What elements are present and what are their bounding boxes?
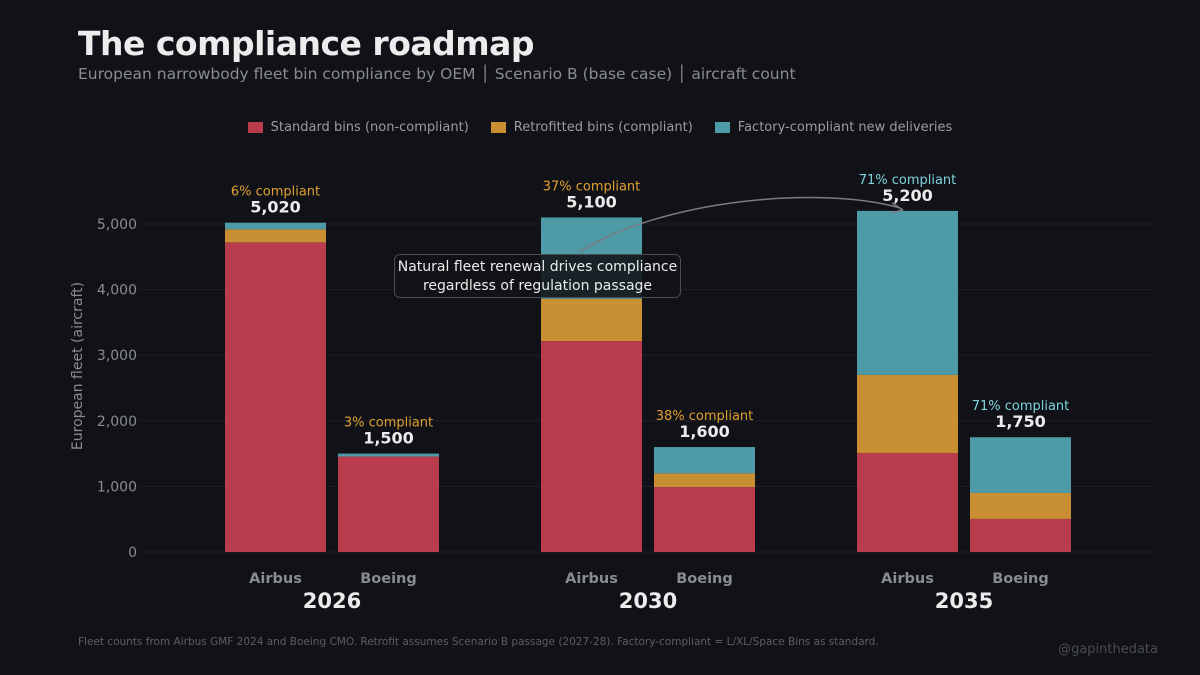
bar-total-label: 5,100 — [566, 192, 617, 211]
legend-swatch — [490, 122, 506, 133]
y-tick-label: 4,000 — [97, 283, 137, 299]
oem-label: Airbus — [881, 571, 934, 587]
bar-segment-retrofit — [654, 473, 755, 488]
annotation-box: Natural fleet renewal drives compliance … — [394, 254, 681, 298]
bar-segment-standard — [541, 341, 642, 552]
bar-segment-standard — [970, 518, 1071, 552]
bar-segment-factory — [225, 222, 326, 230]
oem-label: Boeing — [992, 571, 1049, 587]
compliance-label: 3% compliant — [344, 416, 433, 431]
bar-segment-retrofit — [970, 492, 1071, 519]
legend-label: Standard bins (non-compliant) — [270, 120, 469, 135]
bar-total-label: 5,200 — [882, 186, 933, 205]
compliance-label: 38% compliant — [656, 409, 754, 424]
annotation-arrow — [579, 196, 901, 253]
year-label: 2035 — [935, 589, 993, 613]
y-tick-label: 0 — [128, 545, 137, 561]
bar-total-label: 1,600 — [679, 422, 730, 441]
legend-item: Standard bins (non-compliant) — [247, 120, 469, 135]
legend-item: Factory-compliant new deliveries — [714, 120, 953, 135]
bar-segment-standard — [225, 242, 326, 553]
oem-label: Airbus — [565, 571, 618, 587]
y-tick-label: 5,000 — [97, 217, 137, 233]
oem-label: Boeing — [360, 571, 417, 587]
bar-total-label: 1,500 — [363, 429, 414, 448]
bar-segment-standard — [338, 456, 439, 552]
footnote: Fleet counts from Airbus GMF 2024 and Bo… — [78, 636, 879, 648]
bar-total-label: 5,020 — [250, 198, 301, 217]
bar-segment-factory — [338, 453, 439, 457]
oem-label: Airbus — [249, 571, 302, 587]
year-label: 2030 — [619, 589, 677, 613]
legend-item: Retrofitted bins (compliant) — [490, 120, 693, 135]
bar-segment-factory — [654, 447, 755, 474]
y-tick-label: 2,000 — [97, 414, 137, 430]
oem-label: Boeing — [676, 571, 733, 587]
bar-total-label: 1,750 — [995, 412, 1046, 431]
bar-segment-retrofit — [225, 229, 326, 243]
year-label: 2026 — [303, 589, 361, 613]
bar-segment-retrofit — [857, 374, 958, 453]
legend: Standard bins (non-compliant) Retrofitte… — [0, 120, 1200, 135]
page-title: The compliance roadmap — [78, 24, 535, 63]
compliance-label: 37% compliant — [543, 179, 641, 194]
bar-segment-standard — [857, 452, 958, 552]
bar-segment-factory — [857, 210, 958, 375]
compliance-label: 71% compliant — [859, 173, 957, 188]
subtitle: European narrowbody fleet bin compliance… — [78, 65, 796, 83]
watermark-handle: @gapinthedata — [1058, 642, 1158, 657]
legend-swatch — [247, 122, 263, 133]
compliance-label: 6% compliant — [231, 185, 320, 200]
arrowhead-icon — [890, 202, 904, 214]
bar-segment-retrofit — [541, 298, 642, 342]
bar-segment-standard — [654, 487, 755, 552]
compliance-label: 71% compliant — [972, 399, 1070, 414]
y-tick-label: 3,000 — [97, 348, 137, 364]
legend-swatch — [714, 122, 730, 133]
legend-label: Retrofitted bins (compliant) — [513, 120, 693, 135]
y-tick-label: 1,000 — [97, 479, 137, 495]
bar-segment-factory — [970, 437, 1071, 493]
legend-label: Factory-compliant new deliveries — [737, 120, 953, 135]
y-axis-label: European fleet (aircraft) — [70, 282, 86, 450]
